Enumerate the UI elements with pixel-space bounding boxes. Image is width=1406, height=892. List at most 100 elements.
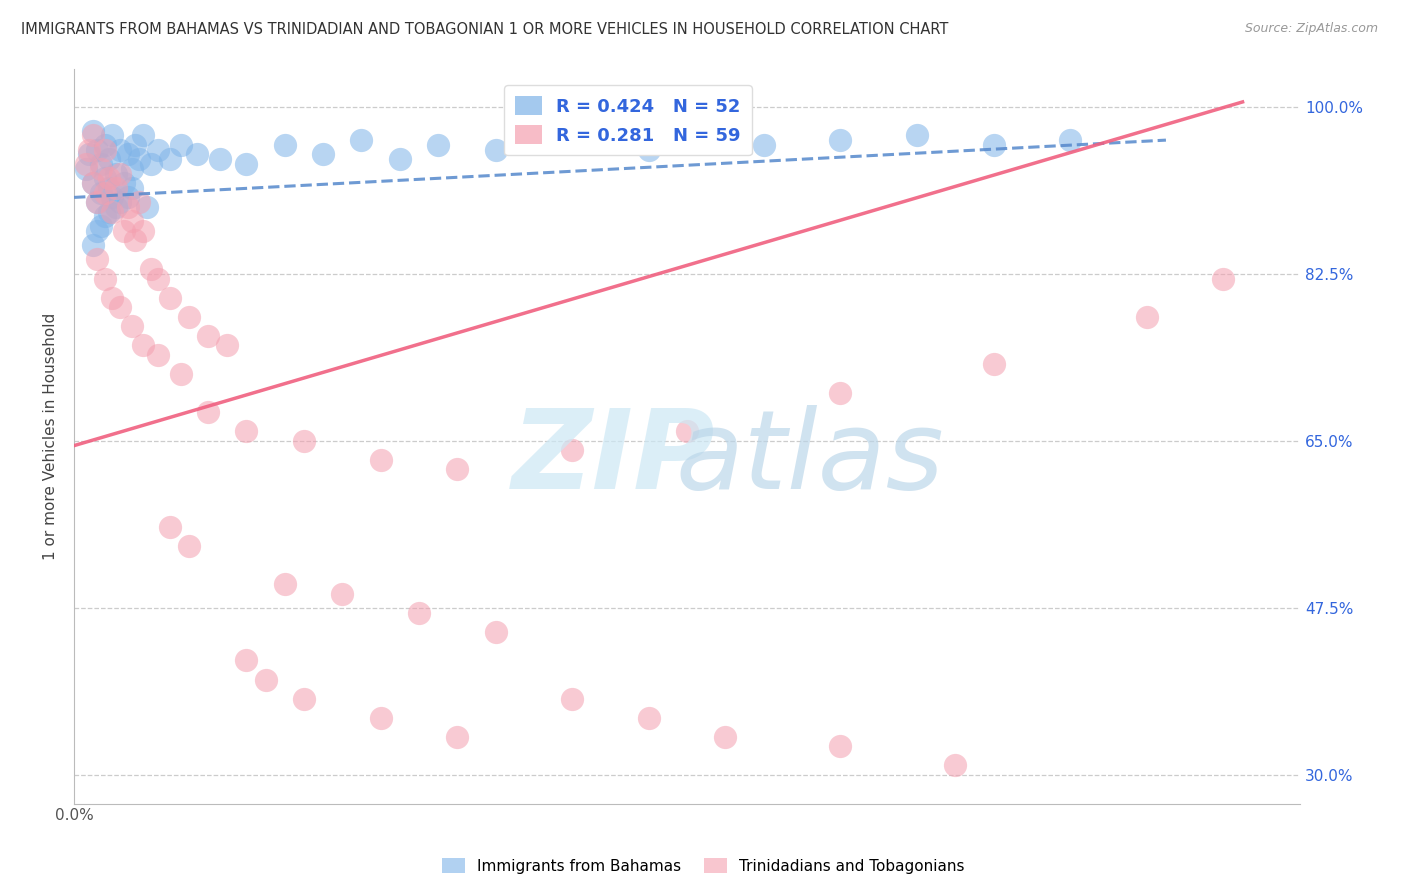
Point [124, 233, 146, 247]
Point [235, 653, 257, 667]
Point [105, 200, 128, 214]
Point [117, 190, 139, 204]
Point [82, 176, 104, 190]
Point [561, 691, 583, 706]
Point [637, 143, 659, 157]
Point [159, 152, 181, 166]
Point [170, 137, 193, 152]
Point [79, 143, 101, 157]
Point [124, 137, 146, 152]
Point [983, 137, 1005, 152]
Point [101, 128, 124, 143]
Point [830, 133, 852, 147]
Point [93, 143, 115, 157]
Point [86, 224, 108, 238]
Point [446, 462, 468, 476]
Point [97, 171, 120, 186]
Point [93, 271, 115, 285]
Point [121, 214, 143, 228]
Point [112, 224, 135, 238]
Point [561, 133, 583, 147]
Point [139, 262, 162, 277]
Point [637, 711, 659, 725]
Text: Source: ZipAtlas.com: Source: ZipAtlas.com [1244, 22, 1378, 36]
Point [112, 176, 135, 190]
Point [139, 157, 162, 171]
Point [714, 730, 737, 744]
Point [235, 157, 257, 171]
Point [427, 137, 450, 152]
Point [217, 338, 239, 352]
Point [132, 128, 155, 143]
Point [159, 520, 181, 534]
Point [197, 328, 219, 343]
Point [312, 147, 335, 161]
Point [121, 161, 143, 176]
Point [121, 319, 143, 334]
Point [132, 224, 155, 238]
Point [93, 137, 115, 152]
Point [75, 157, 97, 171]
Point [101, 204, 124, 219]
Point [1059, 133, 1081, 147]
Point [484, 143, 506, 157]
Point [408, 606, 430, 620]
Point [830, 739, 852, 754]
Point [1212, 271, 1234, 285]
Point [97, 152, 120, 166]
Point [93, 210, 115, 224]
Point [177, 539, 200, 553]
Point [370, 711, 392, 725]
Point [90, 186, 112, 200]
Point [370, 453, 392, 467]
Point [235, 425, 257, 439]
Point [254, 673, 277, 687]
Point [82, 123, 104, 137]
Point [97, 204, 120, 219]
Point [148, 348, 170, 362]
Point [82, 128, 104, 143]
Point [1136, 310, 1159, 324]
Point [132, 338, 155, 352]
Point [905, 128, 928, 143]
Point [330, 586, 353, 600]
Point [292, 691, 315, 706]
Point [128, 195, 150, 210]
Point [177, 310, 200, 324]
Point [90, 161, 112, 176]
Point [93, 171, 115, 186]
Point [135, 200, 157, 214]
Point [983, 358, 1005, 372]
Text: IMMIGRANTS FROM BAHAMAS VS TRINIDADIAN AND TOBAGONIAN 1 OR MORE VEHICLES IN HOUS: IMMIGRANTS FROM BAHAMAS VS TRINIDADIAN A… [21, 22, 949, 37]
Point [943, 758, 966, 772]
Point [82, 176, 104, 190]
Point [90, 219, 112, 233]
Point [446, 730, 468, 744]
Point [75, 161, 97, 176]
Point [208, 152, 231, 166]
Point [86, 195, 108, 210]
Text: atlas: atlas [675, 405, 943, 512]
Point [117, 200, 139, 214]
Point [79, 147, 101, 161]
Point [561, 443, 583, 458]
Y-axis label: 1 or more Vehicles in Household: 1 or more Vehicles in Household [44, 312, 58, 559]
Point [101, 190, 124, 204]
Point [82, 238, 104, 252]
Point [148, 143, 170, 157]
Point [830, 386, 852, 401]
Point [108, 195, 131, 210]
Point [676, 425, 699, 439]
Point [274, 577, 297, 591]
Point [484, 624, 506, 639]
Point [105, 181, 128, 195]
Point [108, 300, 131, 314]
Point [105, 167, 128, 181]
Text: ZIP: ZIP [512, 405, 716, 512]
Point [350, 133, 373, 147]
Point [86, 195, 108, 210]
Legend: R = 0.424   N = 52, R = 0.281   N = 59: R = 0.424 N = 52, R = 0.281 N = 59 [503, 85, 752, 155]
Point [86, 252, 108, 267]
Point [93, 186, 115, 200]
Point [186, 147, 208, 161]
